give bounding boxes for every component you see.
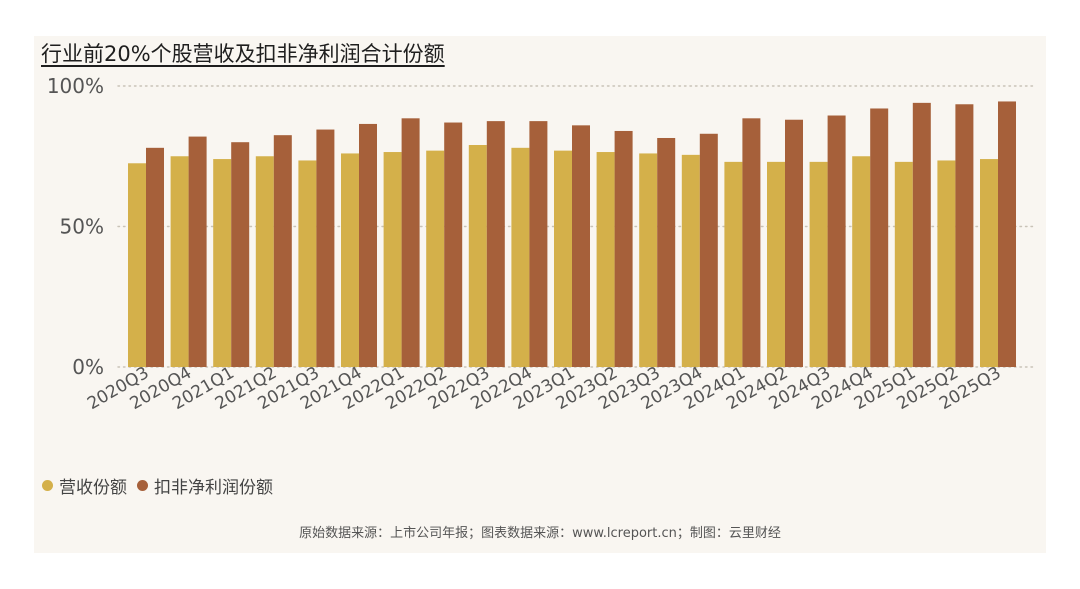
- bar-revenue: [980, 159, 998, 367]
- bar-revenue: [894, 161, 913, 367]
- bar-profit: [444, 122, 463, 367]
- bar-revenue: [468, 145, 487, 367]
- bar-revenue: [681, 154, 700, 367]
- bar-revenue: [809, 161, 828, 367]
- y-tick-label: 50%: [60, 215, 104, 239]
- bar-profit: [572, 125, 590, 367]
- bar-revenue: [341, 153, 359, 367]
- legend-item-profit: 扣非净利润份额: [137, 473, 273, 498]
- bar-profit: [998, 101, 1016, 367]
- bar-profit: [912, 102, 931, 368]
- bar-profit: [785, 119, 803, 367]
- bar-revenue: [767, 161, 785, 367]
- bar-revenue: [213, 159, 232, 367]
- bar-revenue: [255, 156, 274, 367]
- bar-profit: [188, 136, 207, 367]
- bar-profit: [742, 118, 761, 367]
- bar-revenue: [937, 160, 956, 367]
- legend-marker-revenue: [42, 480, 53, 491]
- bar-revenue: [724, 161, 743, 367]
- bar-chart: 0%50%100%2020Q32020Q42021Q12021Q22021Q32…: [47, 74, 1036, 414]
- bar-profit: [359, 123, 377, 367]
- bar-revenue: [639, 153, 658, 367]
- bar-profit: [486, 121, 505, 367]
- bar-profit: [870, 108, 889, 367]
- legend-item-revenue: 营收份额: [42, 473, 127, 498]
- bar-revenue: [426, 150, 445, 367]
- bar-revenue: [554, 150, 572, 367]
- bar-revenue: [128, 163, 146, 367]
- bar-profit: [273, 135, 292, 367]
- bar-profit: [146, 147, 164, 367]
- bar-profit: [827, 115, 846, 367]
- bar-profit: [699, 133, 718, 367]
- bar-profit: [316, 129, 335, 367]
- bar-revenue: [383, 152, 402, 367]
- bar-revenue: [511, 147, 530, 367]
- source-note: 原始数据来源：上市公司年报；图表数据来源：www.lcreport.cn；制图：…: [299, 526, 781, 541]
- bar-profit: [231, 142, 250, 367]
- y-tick-label: 0%: [72, 355, 104, 379]
- bar-revenue: [298, 160, 317, 367]
- bar-revenue: [596, 152, 615, 367]
- legend-marker-profit: [137, 480, 148, 491]
- bar-profit: [657, 137, 676, 367]
- legend-label-profit: 扣非净利润份额: [154, 478, 273, 498]
- bar-profit: [614, 130, 633, 367]
- y-tick-label: 100%: [47, 74, 104, 98]
- bar-revenue: [170, 156, 189, 367]
- bar-profit: [529, 121, 548, 367]
- bar-profit: [955, 104, 974, 367]
- bar-revenue: [852, 156, 871, 367]
- chart-title: 行业前20%个股营收及扣非净利润合计份额: [41, 42, 445, 66]
- chart-legend: 营收份额 扣非净利润份额: [42, 473, 283, 498]
- bar-profit: [401, 118, 420, 367]
- legend-label-revenue: 营收份额: [59, 478, 127, 498]
